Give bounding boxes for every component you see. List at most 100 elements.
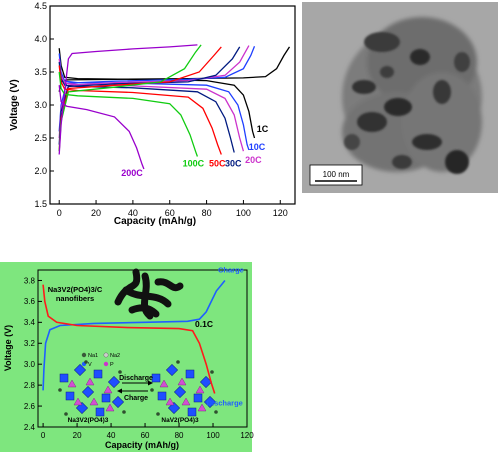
na-atom: [156, 412, 160, 416]
x-tick-label: 80: [202, 208, 212, 218]
vo6-octahedron: [185, 369, 195, 379]
svg-text:Na2: Na2: [110, 353, 120, 359]
y-tick-label: 3.5: [34, 67, 47, 77]
y-tick-label: 2.6: [24, 402, 36, 411]
series-charge-line: [42, 279, 226, 391]
vo6-octahedron: [165, 363, 179, 377]
series-1C-discharge-line: [58, 48, 256, 139]
y-tick-label: 4.5: [34, 1, 47, 11]
vo6-octahedron: [101, 393, 111, 403]
rate-label: 0.1C: [195, 319, 213, 329]
na-atom: [214, 410, 218, 414]
na-atom: [176, 360, 180, 364]
material-label-line2: nanofibers: [56, 294, 94, 303]
po4-tetrahedron: [85, 377, 95, 386]
svg-text:Na1: Na1: [88, 353, 98, 359]
discharge-arrowhead: [148, 380, 153, 386]
vo6-octahedron: [111, 395, 125, 409]
y-tick-label: 3.4: [24, 318, 36, 327]
x-tick-label: 100: [236, 208, 251, 218]
series-30C-discharge-line: [58, 62, 235, 153]
series-label-1C: 1C: [257, 124, 269, 134]
na-atom: [84, 360, 88, 364]
vo6-octahedron: [73, 363, 87, 377]
series-10C-discharge-line: [58, 53, 250, 151]
discharge-arrow-label: Discharge: [119, 375, 153, 382]
svg-text:P: P: [110, 362, 114, 368]
y-tick-label: 2.4: [24, 423, 36, 432]
vo6-octahedron: [203, 395, 217, 409]
series-label-discharge: Discharge: [207, 399, 243, 408]
tem-micrograph: 100 nm: [302, 2, 498, 193]
series-100C-discharge-line: [58, 71, 199, 157]
x-tick-label: 40: [128, 208, 138, 218]
x-tick-label: 60: [165, 208, 175, 218]
y-axis-label: Voltage (V): [3, 325, 13, 371]
vo6-octahedron: [151, 373, 161, 383]
rate-capability-chart: 0 20 40 60 80 100 120 1.5 2.0 2.5 3.0 3.5 4.0 4.5 1C 1…: [9, 1, 296, 227]
po4-tetrahedron: [195, 385, 205, 394]
vo6-octahedron: [65, 391, 75, 401]
po4-tetrahedron: [165, 397, 175, 406]
scale-bar-box: [309, 164, 363, 186]
po4-tetrahedron: [177, 377, 187, 386]
x-tick-label: 100: [206, 431, 220, 440]
y-tick-label: 3.0: [34, 100, 47, 110]
structure-label-right: NaV2(PO4)3: [161, 417, 199, 424]
plot-frame: [49, 5, 296, 205]
y-tick-label: 2.5: [34, 133, 47, 143]
series-label-100C: 100C: [183, 158, 205, 168]
x-tick-label: 60: [141, 431, 150, 440]
series-50C-discharge-line: [58, 65, 222, 155]
y-tick-label: 4.0: [34, 34, 47, 44]
x-tick-label: 120: [240, 431, 254, 440]
y-tick-label: 3.2: [24, 339, 36, 348]
dark-grains: [344, 32, 470, 174]
series-label-20C: 20C: [245, 155, 262, 165]
x-tick-label: 40: [107, 431, 116, 440]
structure-left-nvp: [58, 360, 126, 417]
y-tick-label: 3.0: [24, 360, 36, 369]
series-200C-discharge-line: [58, 85, 145, 170]
y-tick-label: 2.8: [24, 381, 36, 390]
vo6-octahedron: [187, 407, 197, 417]
po4-tetrahedron: [181, 397, 191, 406]
series-20C-charge-line: [58, 45, 250, 139]
po4-tetrahedron: [89, 397, 99, 406]
po4-tetrahedron: [73, 397, 83, 406]
y-tick-label: 3.8: [24, 276, 36, 285]
y-tick-label: 1.5: [34, 199, 47, 209]
nvp-nanofiber-chart: 0 20 40 60 80 100 1202.42.62.83.03.23.43.63.8 …: [0, 262, 254, 452]
na-atom: [58, 388, 62, 392]
x-tick-label: 20: [91, 208, 101, 218]
series-200C-charge-line: [58, 44, 198, 155]
series-label-200C: 200C: [121, 168, 143, 178]
na-atom: [122, 410, 126, 414]
charge-arrowhead: [117, 388, 122, 394]
vo6-octahedron: [95, 407, 105, 417]
vo6-octahedron: [81, 385, 95, 399]
x-tick-label: 0: [57, 208, 62, 218]
x-tick-label: 0: [41, 431, 46, 440]
series-discharge-line: [42, 284, 216, 394]
x-tick-label: 80: [175, 431, 184, 440]
vo6-octahedron: [173, 385, 187, 399]
vo6-octahedron: [193, 393, 203, 403]
svg-text:V: V: [88, 362, 92, 368]
structure-right-nap: [150, 360, 218, 417]
plot-frame: [37, 269, 248, 428]
charge-arrow-label: Charge: [124, 395, 148, 402]
structure-label-left: Na3V2(PO4)3: [68, 417, 109, 424]
po4-tetrahedron: [67, 379, 77, 388]
scale-bar-label: 100 nm: [323, 170, 350, 179]
na-atom: [118, 370, 122, 374]
y-tick-label: 2.0: [34, 166, 47, 176]
material-label: Na3V2(PO4)3/C: [48, 285, 103, 294]
series-label-10C: 10C: [249, 142, 266, 152]
po4-tetrahedron: [105, 403, 115, 412]
series-20C-discharge-line: [58, 58, 245, 152]
series-label-30C: 30C: [225, 159, 242, 169]
x-tick-label: 120: [273, 208, 288, 218]
x-axis-label: Capacity (mAh/g): [105, 440, 179, 450]
na-atom: [150, 388, 154, 392]
